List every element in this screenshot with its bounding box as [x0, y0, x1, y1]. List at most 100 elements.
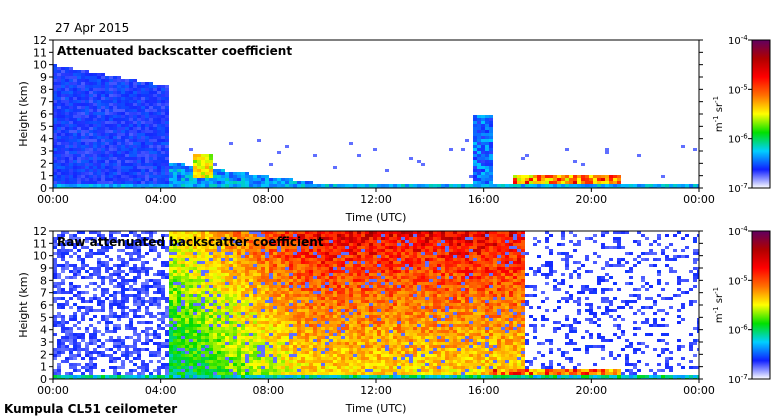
heatmap-cell [297, 285, 301, 288]
heatmap-cell [605, 178, 609, 181]
heatmap-cell [125, 300, 129, 303]
heatmap-cell [145, 321, 149, 324]
heatmap-cell [325, 336, 329, 339]
heatmap-cell [213, 276, 217, 279]
heatmap-cell [213, 178, 217, 181]
heatmap-cell [157, 273, 161, 276]
heatmap-cell [117, 130, 121, 133]
heatmap-cell [209, 363, 213, 366]
heatmap-cell [205, 246, 209, 249]
heatmap-cell [221, 282, 225, 285]
heatmap-cell [313, 357, 317, 360]
heatmap-cell [129, 94, 133, 97]
heatmap-cell [117, 291, 121, 294]
heatmap-cell [337, 297, 341, 300]
heatmap-cell [157, 118, 161, 121]
heatmap-cell [97, 261, 101, 264]
heatmap-cell [333, 243, 337, 246]
heatmap-cell [233, 369, 237, 372]
heatmap-cell [73, 151, 77, 154]
heatmap-cell [69, 79, 73, 82]
heatmap-cell [117, 121, 121, 124]
heatmap-cell [293, 336, 297, 339]
heatmap-cell [125, 121, 129, 124]
heatmap-cell [253, 321, 257, 324]
heatmap-cell [157, 360, 161, 363]
heatmap-cell [297, 357, 301, 360]
heatmap-cell [517, 184, 521, 187]
heatmap-cell [265, 375, 269, 378]
heatmap-cell [345, 375, 349, 378]
heatmap-cell [177, 324, 181, 327]
heatmap-cell [197, 288, 201, 291]
heatmap-cell [81, 124, 85, 127]
heatmap-cell [53, 133, 57, 136]
heatmap-cell [129, 166, 133, 169]
heatmap-cell [113, 264, 117, 267]
heatmap-cell [329, 318, 333, 321]
heatmap-cell [325, 291, 329, 294]
heatmap-cell [273, 345, 277, 348]
heatmap-cell [313, 348, 317, 351]
heatmap-cell [277, 181, 281, 184]
heatmap-cell [61, 282, 65, 285]
heatmap-cell [353, 282, 357, 285]
heatmap-cell [141, 285, 145, 288]
heatmap-cell [245, 181, 249, 184]
heatmap-cell [169, 288, 173, 291]
heatmap-cell [89, 354, 93, 357]
heatmap-cell [173, 297, 177, 300]
heatmap-cell [353, 288, 357, 291]
heatmap-cell [325, 249, 329, 252]
heatmap-cell [217, 348, 221, 351]
heatmap-cell [653, 184, 657, 187]
heatmap-cell [209, 330, 213, 333]
heatmap-cell [69, 243, 73, 246]
heatmap-cell [177, 285, 181, 288]
heatmap-cell [357, 154, 361, 157]
heatmap-cell [149, 100, 153, 103]
heatmap-cell [61, 315, 65, 318]
heatmap-cell [65, 264, 69, 267]
heatmap-cell [241, 354, 245, 357]
heatmap-cell [249, 267, 253, 270]
heatmap-cell [249, 291, 253, 294]
heatmap-cell [297, 246, 301, 249]
heatmap-cell [137, 97, 141, 100]
heatmap-cell [105, 288, 109, 291]
heatmap-cell [481, 139, 485, 142]
heatmap-cell [337, 240, 341, 243]
heatmap-cell [221, 240, 225, 243]
heatmap-cell [121, 342, 125, 345]
heatmap-cell [229, 270, 233, 273]
heatmap-cell [209, 258, 213, 261]
heatmap-cell [81, 172, 85, 175]
heatmap-cell [57, 82, 61, 85]
heatmap-cell [57, 85, 61, 88]
heatmap-cell [221, 184, 225, 187]
x-ticks: 00:00 04:00 08:00 12:00 16:00 20:00 00:00 [37, 188, 715, 206]
heatmap-cell [129, 172, 133, 175]
heatmap-cell [245, 264, 249, 267]
heatmap-cell [249, 175, 253, 178]
heatmap-cell [69, 103, 73, 106]
heatmap-cell [225, 312, 229, 315]
heatmap-cell [353, 315, 357, 318]
heatmap-cell [153, 258, 157, 261]
heatmap-cell [321, 261, 325, 264]
heatmap-cell [201, 357, 205, 360]
heatmap-cell [217, 354, 221, 357]
heatmap-cell [149, 124, 153, 127]
heatmap-cell [133, 103, 137, 106]
heatmap-cell [129, 345, 133, 348]
heatmap-cell [149, 94, 153, 97]
heatmap-cell [333, 369, 337, 372]
heatmap-cell [181, 249, 185, 252]
heatmap-cell [121, 106, 125, 109]
heatmap-cell [169, 354, 173, 357]
heatmap-cell [101, 309, 105, 312]
heatmap-cell [221, 372, 225, 375]
heatmap-cell [237, 261, 241, 264]
heatmap-cell [261, 363, 265, 366]
heatmap-cell [161, 172, 165, 175]
